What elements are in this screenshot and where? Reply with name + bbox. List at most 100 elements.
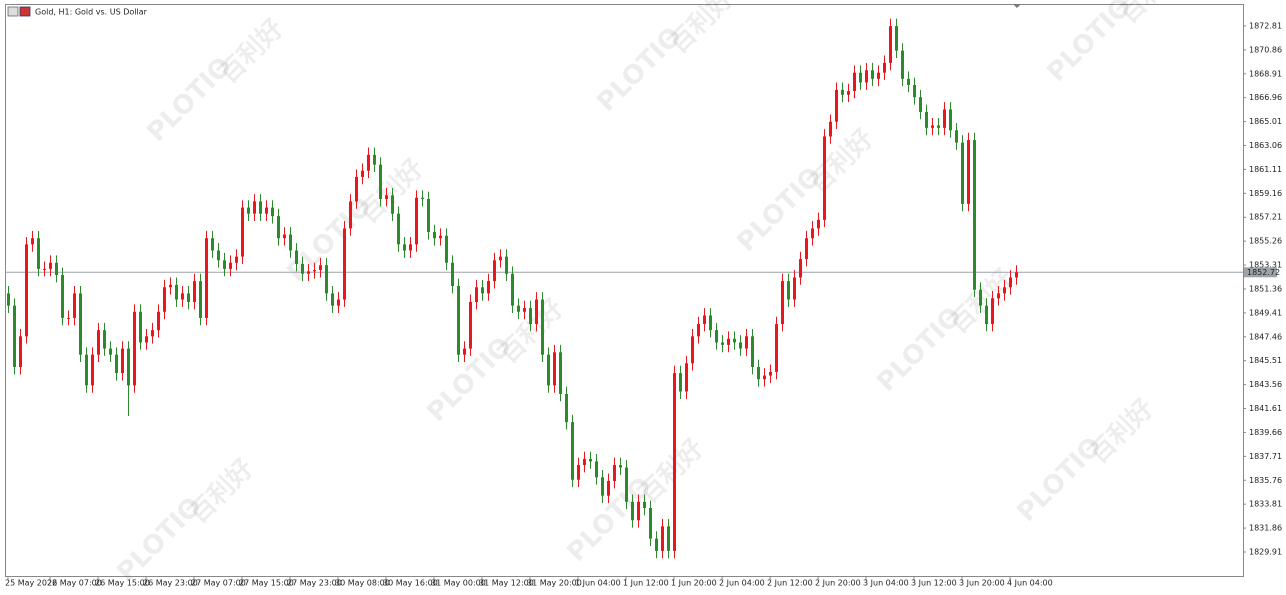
candle-body	[253, 201, 256, 214]
candle-body	[835, 89, 838, 122]
candle-body	[433, 232, 436, 239]
candle-body	[985, 305, 988, 325]
candle-body	[373, 154, 376, 165]
candle-body	[241, 207, 244, 257]
candle-body	[583, 458, 586, 466]
candle-body	[55, 262, 58, 275]
x-tick-label: 1 Jun 12:00	[623, 579, 669, 588]
candle-body	[235, 256, 238, 263]
candle-body	[565, 393, 568, 423]
y-tick-label: 1857.21	[1249, 213, 1282, 222]
candle-body	[121, 348, 124, 374]
candle-body	[553, 352, 556, 386]
x-tick-label: 2 Jun 20:00	[815, 579, 861, 588]
x-tick-label: 25 May 2022	[5, 579, 57, 588]
candle-body	[727, 338, 730, 345]
candle-body	[79, 293, 82, 355]
x-tick-label: 27 May 23:00	[287, 579, 342, 588]
candle-body	[421, 197, 424, 199]
candle-body	[277, 216, 280, 239]
candle-body	[841, 89, 844, 95]
candle-body	[601, 477, 604, 496]
candle-body	[127, 348, 130, 386]
candle-body	[607, 480, 610, 496]
candle-body	[799, 259, 802, 278]
y-tick-label: 1868.91	[1249, 69, 1282, 78]
candle-body	[97, 330, 100, 355]
candle-body	[265, 207, 268, 214]
candle-body	[283, 234, 286, 239]
candle-body	[901, 50, 904, 79]
plot-frame	[5, 4, 1244, 577]
candle-body	[733, 338, 736, 343]
candle-body	[415, 197, 418, 245]
candle-body	[961, 142, 964, 204]
y-tick-label: 1872.81	[1249, 21, 1282, 30]
candle-body	[931, 125, 934, 128]
candle-body	[211, 238, 214, 251]
candle-body	[637, 501, 640, 521]
candle-body	[463, 348, 466, 355]
candle-body	[721, 342, 724, 345]
candle-body	[337, 299, 340, 306]
candle-body	[655, 538, 658, 551]
candle-body	[787, 281, 790, 300]
candle-body	[349, 201, 352, 229]
candle-body	[469, 301, 472, 349]
candle-body	[13, 305, 16, 367]
symbol-icon	[7, 6, 31, 17]
candle-body	[715, 330, 718, 343]
y-tick-label: 1831.86	[1249, 524, 1282, 533]
candle-body	[109, 348, 112, 355]
x-tick-label: 31 May 00:00	[431, 579, 486, 588]
y-tick-label: 1859.16	[1249, 189, 1282, 198]
candle-body	[181, 293, 184, 300]
candle-body	[193, 281, 196, 302]
candle-body	[781, 281, 784, 325]
candle-body	[541, 299, 544, 355]
y-tick-label: 1839.66	[1249, 428, 1282, 437]
x-tick-label: 27 May 15:00	[239, 579, 294, 588]
candle-body	[967, 140, 970, 204]
candle-body	[397, 213, 400, 245]
candle-body	[289, 234, 292, 251]
candle-body	[25, 244, 28, 337]
candle-body	[895, 26, 898, 51]
candle-body	[139, 311, 142, 343]
candle-body	[169, 284, 172, 288]
candle-body	[319, 265, 322, 271]
candle-body	[163, 287, 166, 312]
candle-body	[697, 324, 700, 337]
candle-body	[385, 195, 388, 199]
x-tick-label: 3 Jun 12:00	[911, 579, 957, 588]
candle-body	[811, 228, 814, 239]
x-tick-label: 3 Jun 20:00	[959, 579, 1005, 588]
candle-body	[133, 311, 136, 386]
candle-body	[31, 238, 34, 245]
candle-body	[889, 26, 892, 63]
candle-body	[103, 330, 106, 349]
candle-body	[775, 324, 778, 372]
candle-body	[829, 121, 832, 137]
candle-body	[577, 465, 580, 480]
candle-body	[529, 308, 532, 325]
y-tick-label: 1870.86	[1249, 45, 1282, 54]
candle-body	[571, 422, 574, 480]
x-tick-label: 4 Jun 04:00	[1007, 579, 1053, 588]
candle-body	[157, 311, 160, 331]
y-tick-label: 1841.61	[1249, 404, 1282, 413]
candle-body	[667, 526, 670, 551]
shift-marker	[1013, 4, 1021, 8]
candle-body	[73, 293, 76, 318]
candle-body	[973, 140, 976, 290]
y-tick-label: 1853.31	[1249, 261, 1282, 270]
candle-body	[517, 305, 520, 312]
candle-body	[145, 336, 148, 343]
candle-body	[223, 260, 226, 269]
x-tick-label: 26 May 15:00	[95, 579, 150, 588]
candle-body	[691, 336, 694, 364]
candle-body	[919, 97, 922, 112]
candle-body	[61, 274, 64, 318]
candle-body	[247, 207, 250, 214]
candle-body	[535, 299, 538, 325]
